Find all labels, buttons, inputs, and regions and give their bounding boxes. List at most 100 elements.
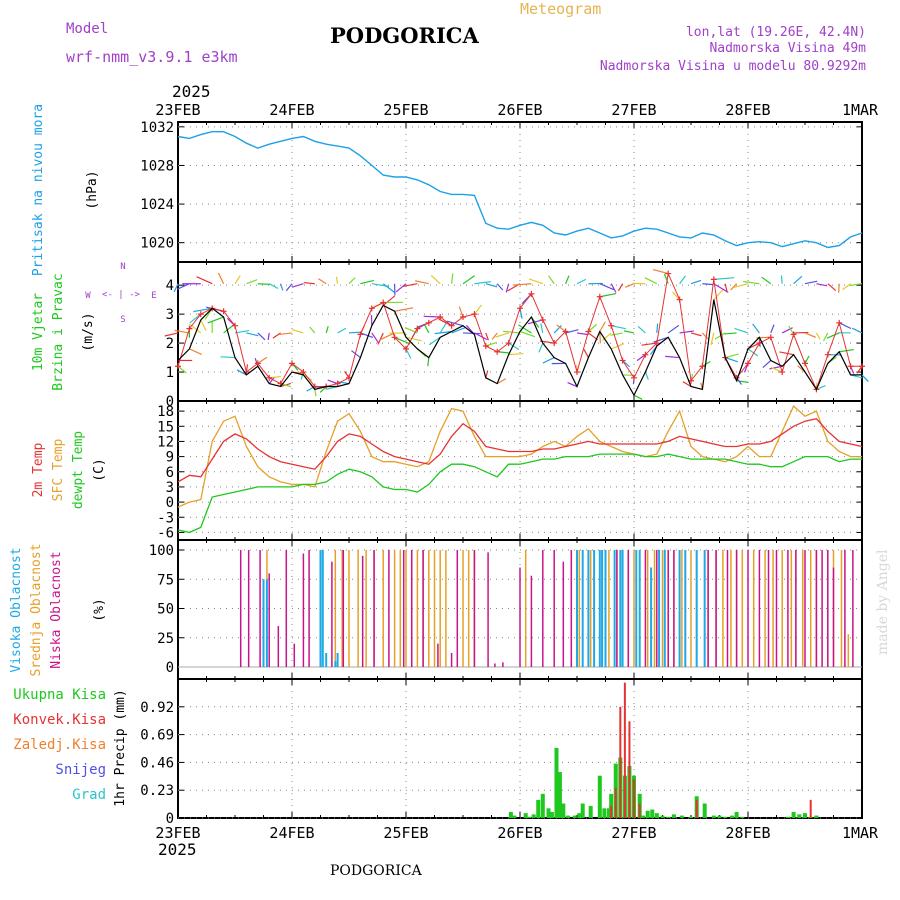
date-label-top: 28FEB	[725, 101, 770, 119]
wind-arrow	[588, 323, 598, 332]
wind-arrow	[815, 332, 821, 340]
y-tick-label: 100	[149, 543, 174, 559]
wind-arrow	[599, 332, 601, 344]
convective-precip-bar	[695, 799, 698, 818]
wind-arrow	[538, 342, 544, 353]
y-tick-label: -3	[157, 510, 174, 526]
legend-snow: Snijeg	[55, 762, 106, 778]
wind-arrow	[762, 360, 772, 368]
wind-arrow	[576, 332, 589, 336]
dewpt-line	[177, 453, 862, 534]
date-label-bottom: 27FEB	[611, 824, 656, 842]
precip-panel: 0.92 0.69 0.46 0.23 0	[140, 678, 863, 827]
wind-arrow	[690, 332, 702, 337]
wind-arrow	[679, 330, 694, 334]
compass-mid: <- | ->	[102, 290, 141, 300]
wind-arrow	[816, 385, 826, 390]
y-tick-label: 12	[157, 434, 174, 450]
wind-arrow	[176, 283, 190, 290]
wind-arrow	[379, 332, 395, 341]
total-precip-bar	[717, 815, 722, 818]
wind-arrow	[474, 281, 492, 285]
wind-arrow	[325, 325, 329, 334]
date-label-top: 24FEB	[269, 101, 314, 119]
wind-arrow	[861, 374, 869, 382]
wind-arrow	[527, 319, 543, 325]
wind-arrow	[207, 316, 224, 324]
date-label-top: 25FEB	[383, 101, 428, 119]
y-tick-label: 6	[166, 465, 174, 481]
y-tick-label: 15	[157, 419, 174, 435]
date-label-bottom: 23FEB	[155, 824, 200, 842]
total-precip-bar	[702, 803, 707, 818]
wind-arrow	[816, 283, 828, 287]
wind-arrow	[430, 274, 441, 285]
date-label-bottom: 25FEB	[383, 824, 428, 842]
convective-precip-bar	[610, 805, 613, 818]
wind-arrow	[624, 283, 635, 288]
panel-frame	[177, 678, 863, 819]
lonlat-info: lon,lat (19.26E, 42.4N)	[686, 25, 866, 40]
wind-unit: (m/s)	[81, 312, 96, 351]
total-precip-bar	[654, 813, 659, 818]
wind-arrow	[344, 370, 350, 379]
total-precip-bar	[645, 810, 650, 818]
wind-arrow	[309, 326, 316, 334]
wind-arrow	[610, 283, 617, 293]
cloud-panel: 100 75 50 25 0	[149, 539, 863, 680]
total-precip-bar	[791, 811, 796, 818]
wind-arrow	[747, 348, 759, 357]
convective-precip-bar	[623, 682, 626, 818]
wind-arrow	[733, 283, 749, 289]
y-tick-label: 3	[166, 307, 174, 323]
total-precip-bar	[554, 747, 559, 818]
wind-arrow	[752, 323, 760, 334]
dewpt-label: dewpt Temp	[71, 431, 86, 509]
wind-arrow	[565, 329, 579, 334]
date-label-bottom: 24FEB	[269, 824, 314, 842]
pressure-label: Pritisak na nivou mora	[31, 104, 46, 276]
total-precip-bar	[572, 815, 577, 818]
footer-city: PODGORICA	[330, 863, 423, 879]
sfc-temp-label: SFC Temp	[51, 439, 66, 502]
date-axis-bottom: 23FEB 24FEB 25FEB 26FEB 27FEB 28FEB 1MAR	[155, 824, 879, 842]
convective-precip-bar	[614, 787, 617, 818]
wind-arrow	[512, 283, 532, 286]
total-precip-bar	[557, 772, 562, 818]
legend-conv-rain: Konvek.Kisa	[13, 712, 106, 728]
wind-arrow	[553, 324, 562, 334]
wind-arrow	[458, 306, 464, 318]
wind-arrow	[285, 283, 293, 292]
wind-arrow	[348, 331, 361, 334]
wind-arrow	[402, 283, 418, 288]
mid-cloud-label: Srednja Oblacnost	[29, 543, 44, 676]
total-precip-bar	[549, 811, 554, 818]
wind-arrow	[724, 332, 737, 335]
wind-arrow	[189, 348, 202, 355]
wind-arrow	[672, 291, 681, 301]
wind-arrow	[730, 283, 738, 291]
total-precip-bar	[512, 815, 517, 818]
wind-panel: 4 3 2 1 0	[164, 261, 869, 410]
wind-arrow	[164, 332, 179, 337]
wind-arrow	[713, 288, 725, 301]
total-precip-bar	[723, 816, 728, 818]
wind-arrow	[395, 283, 407, 293]
total-precip-bar	[536, 799, 541, 818]
wind-arrow	[793, 275, 803, 285]
wind-arrow	[724, 283, 728, 293]
wind-arrow	[804, 355, 810, 364]
convective-precip-bar	[633, 779, 635, 818]
wind-arrow	[667, 324, 680, 334]
total-precip-bar	[814, 815, 819, 818]
wind-arrow	[701, 332, 709, 340]
wind-arrow	[567, 382, 578, 388]
total-precip-bar	[577, 813, 582, 818]
total-precip-bar	[523, 813, 528, 818]
y-tick-label: 1032	[140, 120, 174, 136]
date-label-top: 23FEB	[155, 101, 200, 119]
total-precip-bar	[730, 815, 735, 818]
wind-arrow	[491, 332, 498, 340]
wind-arrow	[174, 329, 190, 334]
wind-arrow	[851, 327, 863, 334]
